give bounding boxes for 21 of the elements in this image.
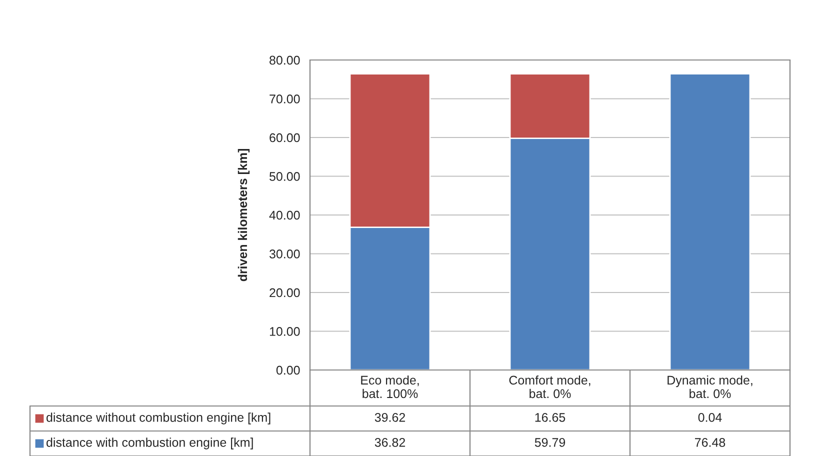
data-label: 76.48 (695, 438, 726, 447)
x-tick-label: Comfort mode, bat. 0% (509, 375, 590, 398)
y-tick-label: 20.00 (270, 288, 300, 298)
legend-label: distance with combustion engine [km] (46, 438, 253, 450)
y-tick-label: 60.00 (270, 133, 300, 142)
y-tick-label: 10.00 (270, 327, 300, 336)
x-tick-label: Dynamic mode, bat. 0% (668, 375, 752, 398)
y-tick-label: 80.00 (270, 56, 300, 65)
y-tick-label: 50.00 (270, 172, 300, 181)
y-tick-label: 30.00 (269, 250, 300, 258)
y-tick-label: 40.00 (269, 210, 300, 220)
y-tick-label: 70.00 (270, 94, 300, 104)
data-label: 36.82 (374, 438, 406, 447)
y-axis-title: driven kilometers [km] (238, 149, 250, 282)
data-label: 39.62 (374, 413, 406, 422)
data-label: 0.04 (698, 413, 722, 422)
legend-label: distance without combustion engine [km] (46, 412, 270, 424)
x-tick-label: Eco mode, bat. 100% (361, 375, 419, 398)
y-tick-label: 0.00 (276, 366, 300, 375)
data-label: 16.65 (535, 413, 566, 422)
data-label: 59.79 (534, 438, 566, 447)
